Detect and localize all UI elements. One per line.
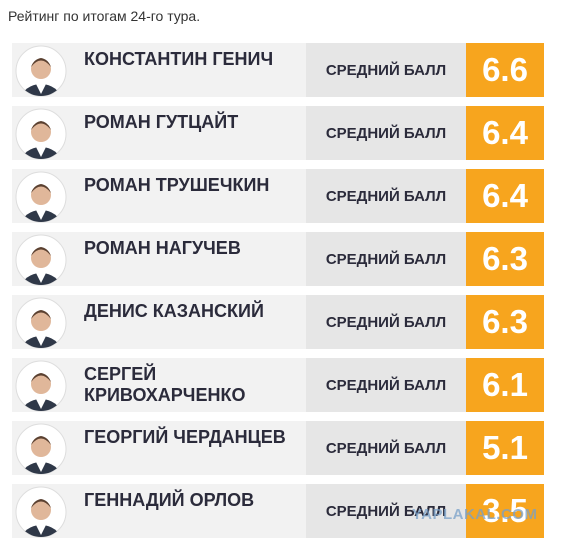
player-name: РОМАН ГУТЦАЙТ	[84, 112, 239, 132]
name-cell: ДЕНИС КАЗАНСКИЙ	[12, 295, 306, 349]
score-label: СРЕДНИЙ БАЛЛ	[325, 313, 447, 331]
score-label: СРЕДНИЙ БАЛЛ	[325, 376, 447, 394]
rating-row: ГЕОРГИЙ ЧЕРДАНЦЕВ СРЕДНИЙ БАЛЛ 5.1	[12, 421, 544, 475]
score-label: СРЕДНИЙ БАЛЛ	[325, 187, 447, 205]
score-label: СРЕДНИЙ БАЛЛ	[325, 250, 447, 268]
player-name: ДЕНИС КАЗАНСКИЙ	[84, 301, 264, 321]
player-name: СЕРГЕЙ КРИВОХАРЧЕНКО	[84, 364, 246, 405]
rating-row: РОМАН НАГУЧЕВ СРЕДНИЙ БАЛЛ 6.3	[12, 232, 544, 286]
score-value: 3.5	[466, 484, 544, 538]
avatar	[15, 360, 67, 412]
avatar	[15, 486, 67, 538]
score-label: СРЕДНИЙ БАЛЛ	[325, 439, 447, 457]
rating-row: РОМАН ТРУШЕЧКИН СРЕДНИЙ БАЛЛ 6.4	[12, 169, 544, 223]
player-name: РОМАН ТРУШЕЧКИН	[84, 175, 270, 195]
player-name: РОМАН НАГУЧЕВ	[84, 238, 241, 258]
rating-row: СЕРГЕЙ КРИВОХАРЧЕНКО СРЕДНИЙ БАЛЛ 6.1	[12, 358, 544, 412]
score-value: 5.1	[466, 421, 544, 475]
label-cell: СРЕДНИЙ БАЛЛ	[306, 484, 466, 538]
name-cell: ГЕННАДИЙ ОРЛОВ	[12, 484, 306, 538]
score-value: 6.4	[466, 106, 544, 160]
rating-row: РОМАН ГУТЦАЙТ СРЕДНИЙ БАЛЛ 6.4	[12, 106, 544, 160]
score-label: СРЕДНИЙ БАЛЛ	[325, 502, 447, 520]
player-name: КОНСТАНТИН ГЕНИЧ	[84, 49, 274, 69]
score-label: СРЕДНИЙ БАЛЛ	[325, 124, 447, 142]
rating-row: ДЕНИС КАЗАНСКИЙ СРЕДНИЙ БАЛЛ 6.3	[12, 295, 544, 349]
name-cell: РОМАН ТРУШЕЧКИН	[12, 169, 306, 223]
name-cell: СЕРГЕЙ КРИВОХАРЧЕНКО	[12, 358, 306, 412]
player-name: ГЕОРГИЙ ЧЕРДАНЦЕВ	[84, 427, 286, 447]
label-cell: СРЕДНИЙ БАЛЛ	[306, 358, 466, 412]
player-name: ГЕННАДИЙ ОРЛОВ	[84, 490, 255, 510]
name-cell: РОМАН НАГУЧЕВ	[12, 232, 306, 286]
score-value: 6.1	[466, 358, 544, 412]
name-cell: ГЕОРГИЙ ЧЕРДАНЦЕВ	[12, 421, 306, 475]
avatar	[15, 45, 67, 97]
rating-row: КОНСТАНТИН ГЕНИЧ СРЕДНИЙ БАЛЛ 6.6	[12, 43, 544, 97]
avatar	[15, 423, 67, 475]
name-cell: РОМАН ГУТЦАЙТ	[12, 106, 306, 160]
name-cell: КОНСТАНТИН ГЕНИЧ	[12, 43, 306, 97]
label-cell: СРЕДНИЙ БАЛЛ	[306, 169, 466, 223]
score-value: 6.6	[466, 43, 544, 97]
avatar	[15, 234, 67, 286]
label-cell: СРЕДНИЙ БАЛЛ	[306, 421, 466, 475]
score-value: 6.4	[466, 169, 544, 223]
label-cell: СРЕДНИЙ БАЛЛ	[306, 295, 466, 349]
header-title: Рейтинг по итогам 24-го тура.	[8, 8, 201, 24]
label-cell: СРЕДНИЙ БАЛЛ	[306, 232, 466, 286]
score-value: 6.3	[466, 232, 544, 286]
avatar	[15, 108, 67, 160]
label-cell: СРЕДНИЙ БАЛЛ	[306, 106, 466, 160]
avatar	[15, 297, 67, 349]
score-label: СРЕДНИЙ БАЛЛ	[325, 61, 447, 79]
rating-row: ГЕННАДИЙ ОРЛОВ СРЕДНИЙ БАЛЛ 3.5	[12, 484, 544, 538]
watermark: YAPLAKAL.COM	[412, 506, 538, 523]
score-value: 6.3	[466, 295, 544, 349]
avatar	[15, 171, 67, 223]
label-cell: СРЕДНИЙ БАЛЛ	[306, 43, 466, 97]
